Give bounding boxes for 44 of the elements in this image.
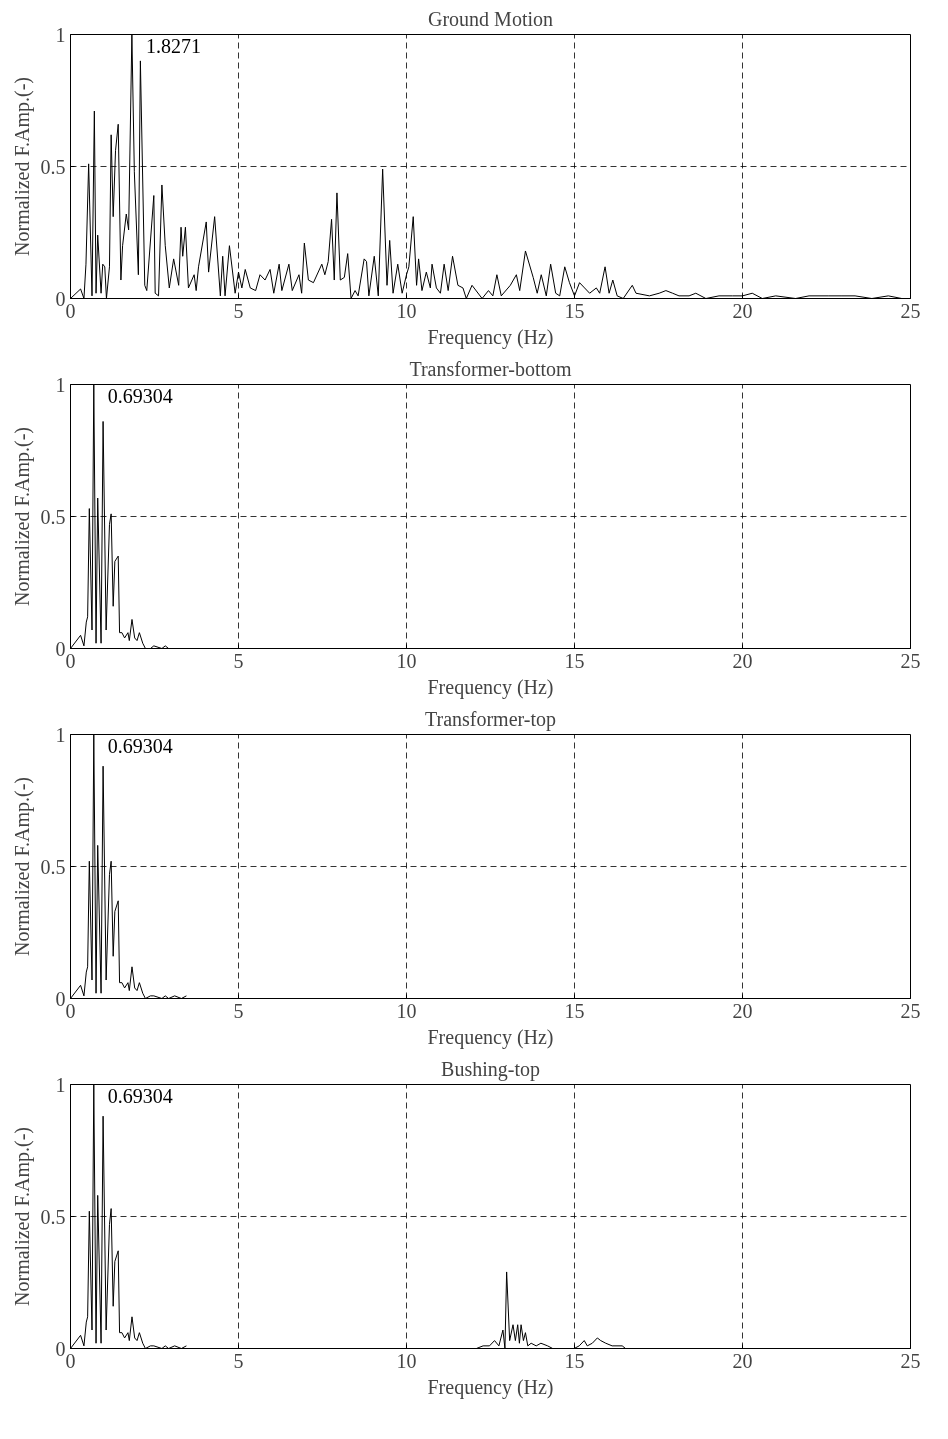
y-tick-label: 1 [55,373,66,396]
x-tick-label: 10 [396,999,417,1022]
x-tick-label: 10 [396,1349,417,1372]
x-tick-label: 25 [900,999,921,1022]
x-tick-label: 5 [233,299,244,322]
chart-title: Ground Motion [428,7,553,30]
x-tick-label: 25 [900,299,921,322]
chart-title: Transformer-bottom [409,357,573,380]
x-tick-label: 5 [233,999,244,1022]
x-tick-label: 20 [732,999,753,1022]
chart-title: Bushing-top [441,1057,540,1081]
y-tick-label: 0.5 [40,1205,66,1228]
chart-title: Transformer-top [424,707,557,731]
y-axis-title: Normalized F.Amp.(-) [10,77,34,256]
y-tick-label: 1 [55,723,66,746]
x-tick-label: 5 [233,649,244,672]
y-tick-label: 1 [55,23,66,46]
annotation: 0.69304 [107,734,173,757]
x-tick-label: 5 [233,1349,244,1372]
x-tick-label: 20 [732,1349,753,1372]
y-tick-label: 0.5 [40,155,66,178]
x-axis-title: Frequency (Hz) [427,325,554,349]
y-axis-title: Normalized F.Amp.(-) [10,777,34,956]
x-tick-label: 15 [564,999,585,1022]
x-tick-label: 25 [900,1349,921,1372]
x-tick-label: 25 [900,649,921,672]
x-axis-title: Frequency (Hz) [427,1025,554,1049]
y-axis-title: Normalized F.Amp.(-) [10,427,34,606]
annotation: 0.69304 [107,384,173,407]
annotation: 1.8271 [145,34,201,57]
x-tick-label: 20 [732,299,753,322]
x-axis-title: Frequency (Hz) [427,675,554,699]
x-tick-label: 10 [396,649,417,672]
x-tick-label: 15 [564,649,585,672]
y-tick-label: 0.5 [40,855,66,878]
annotation: 0.69304 [107,1084,173,1107]
x-tick-label: 10 [396,299,417,322]
x-tick-label: 15 [564,299,585,322]
x-tick-label: 15 [564,1349,585,1372]
y-tick-label: 0.5 [40,505,66,528]
x-tick-label: 20 [732,649,753,672]
x-axis-title: Frequency (Hz) [427,1375,554,1399]
y-axis-title: Normalized F.Amp.(-) [10,1127,34,1306]
y-tick-label: 1 [55,1073,66,1096]
